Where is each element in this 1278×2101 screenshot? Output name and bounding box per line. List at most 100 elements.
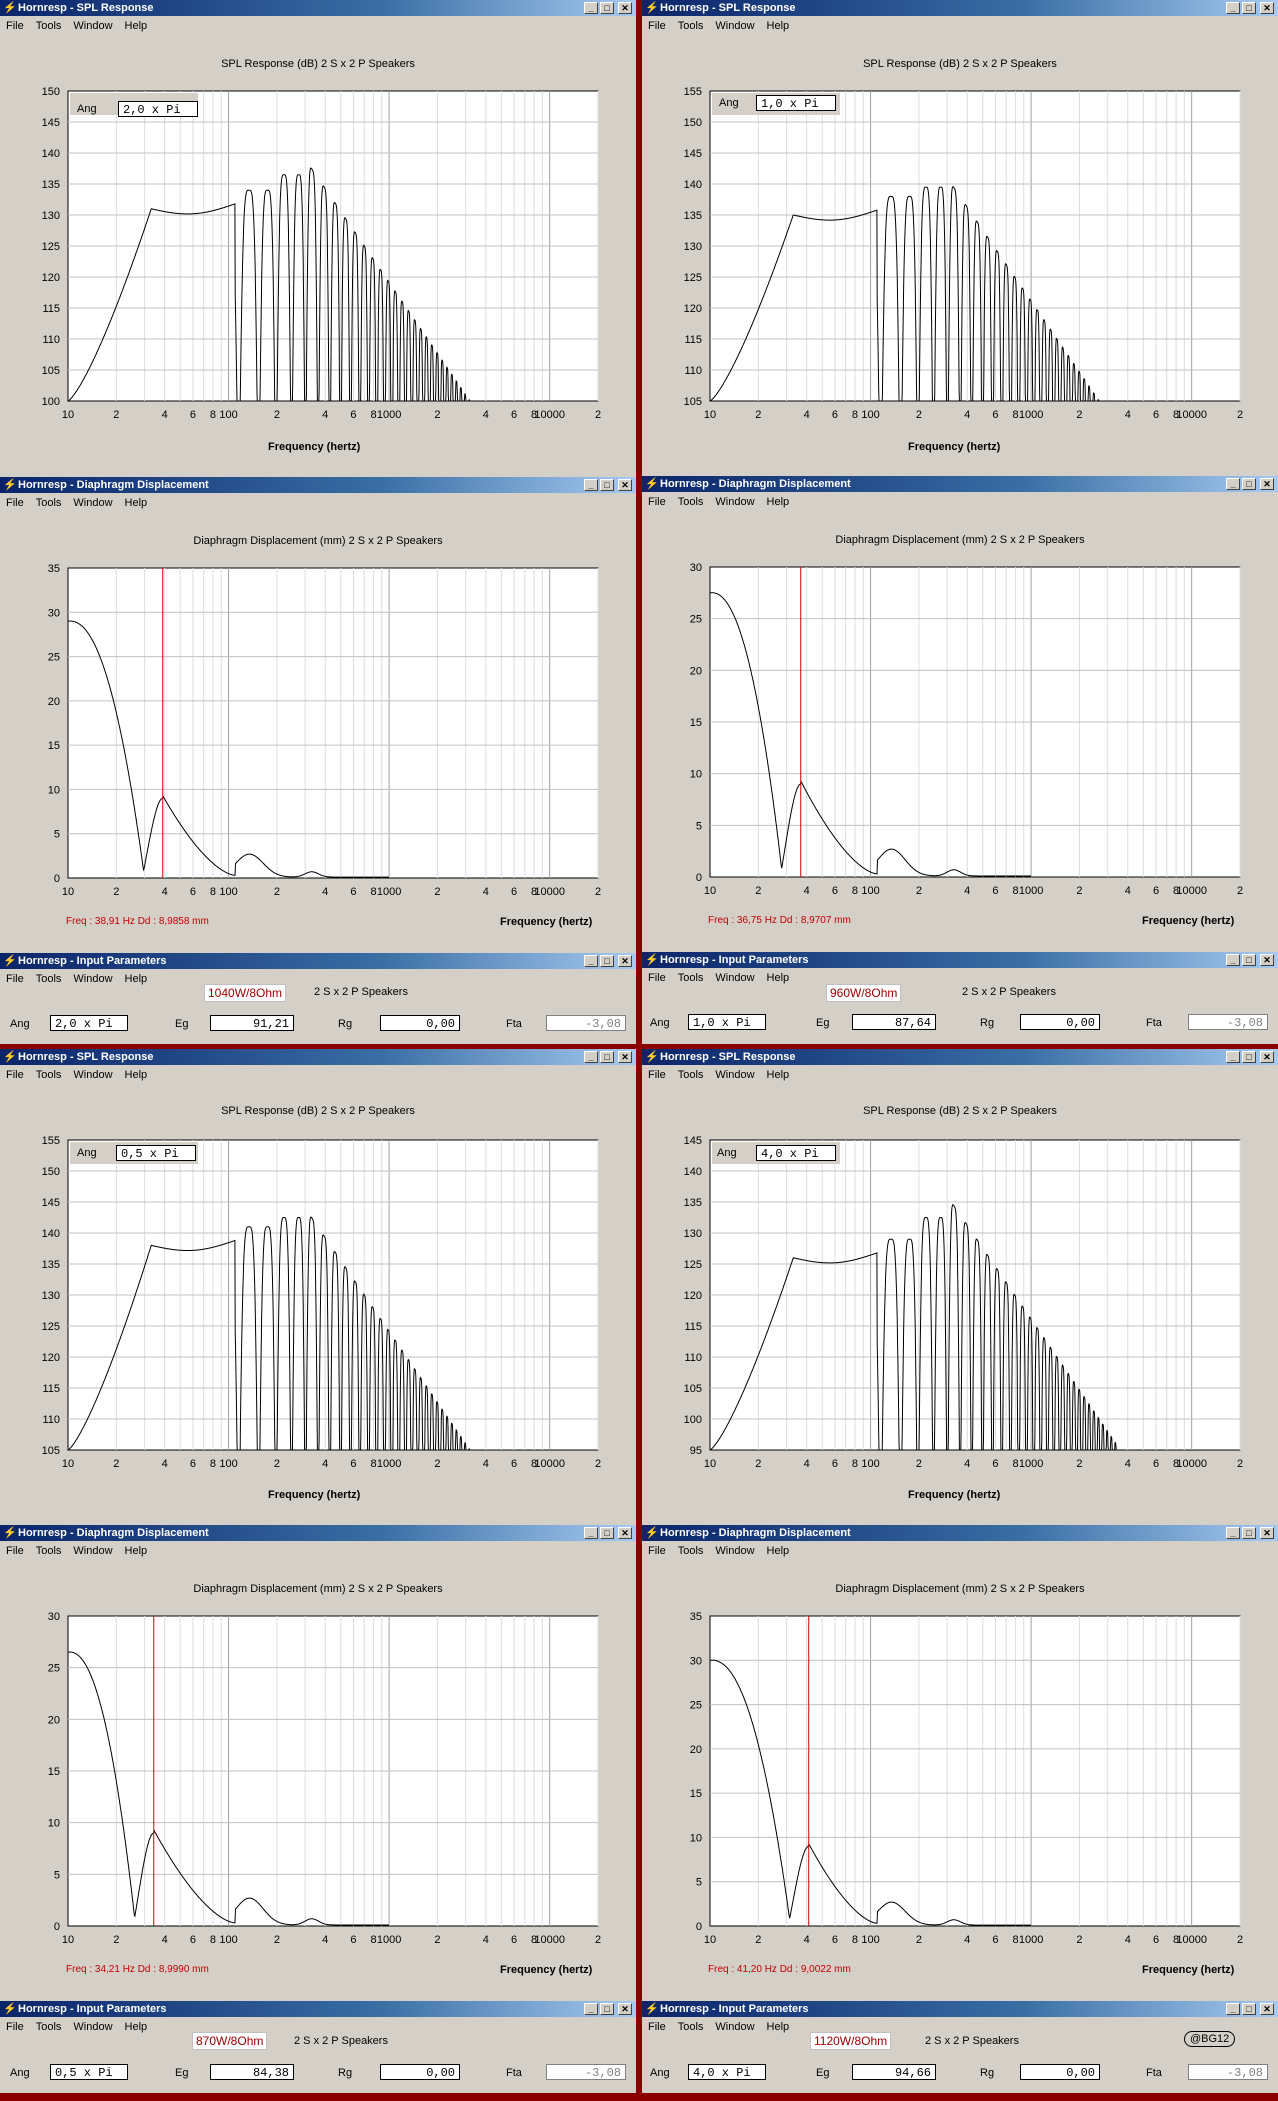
- ang-field[interactable]: 4,0 x Pi: [688, 2064, 766, 2080]
- spl-titlebar[interactable]: ⚡ Hornresp - SPL Response _ □ ✕: [0, 0, 636, 16]
- minimize-icon[interactable]: _: [584, 1527, 598, 1539]
- ang-field[interactable]: 1,0 x Pi: [688, 1014, 766, 1030]
- menu-file[interactable]: File: [648, 496, 666, 508]
- menu-tools[interactable]: Tools: [677, 496, 704, 508]
- spl-titlebar[interactable]: ⚡ Hornresp - SPL Response _ □ ✕: [0, 1049, 636, 1065]
- input-titlebar[interactable]: ⚡ Hornresp - Input Parameters _ □ ✕: [642, 952, 1278, 968]
- maximize-icon[interactable]: □: [1242, 1527, 1256, 1539]
- close-icon[interactable]: ✕: [1260, 1527, 1274, 1539]
- eg-field[interactable]: 91,21: [210, 1015, 294, 1031]
- maximize-icon[interactable]: □: [600, 1051, 614, 1063]
- menu-help[interactable]: Help: [124, 1069, 148, 1081]
- menu-window[interactable]: Window: [73, 1545, 113, 1557]
- menu-file[interactable]: File: [6, 20, 24, 32]
- menu-window[interactable]: Window: [73, 20, 113, 32]
- menu-tools[interactable]: Tools: [35, 1545, 62, 1557]
- menu-tools[interactable]: Tools: [677, 1545, 704, 1557]
- minimize-icon[interactable]: _: [584, 2, 598, 14]
- close-icon[interactable]: ✕: [618, 2, 632, 14]
- minimize-icon[interactable]: _: [1226, 1051, 1240, 1063]
- close-icon[interactable]: ✕: [1260, 2003, 1274, 2015]
- eg-field[interactable]: 87,64: [852, 1014, 936, 1030]
- menu-help[interactable]: Help: [124, 973, 148, 985]
- menu-file[interactable]: File: [648, 20, 666, 32]
- menu-file[interactable]: File: [6, 2021, 24, 2033]
- menu-file[interactable]: File: [648, 972, 666, 984]
- menu-window[interactable]: Window: [715, 2021, 755, 2033]
- menu-window[interactable]: Window: [715, 20, 755, 32]
- input-titlebar[interactable]: ⚡ Hornresp - Input Parameters _ □ ✕: [642, 2001, 1278, 2017]
- close-icon[interactable]: ✕: [1260, 2, 1274, 14]
- maximize-icon[interactable]: □: [600, 479, 614, 491]
- ang-field[interactable]: 0,5 x Pi: [50, 2064, 128, 2080]
- minimize-icon[interactable]: _: [584, 955, 598, 967]
- menu-help[interactable]: Help: [766, 972, 790, 984]
- close-icon[interactable]: ✕: [618, 1527, 632, 1539]
- menu-help[interactable]: Help: [766, 1545, 790, 1557]
- minimize-icon[interactable]: _: [584, 1051, 598, 1063]
- menu-window[interactable]: Window: [73, 2021, 113, 2033]
- menu-help[interactable]: Help: [124, 1545, 148, 1557]
- menu-help[interactable]: Help: [766, 1069, 790, 1081]
- menu-file[interactable]: File: [6, 1545, 24, 1557]
- menu-tools[interactable]: Tools: [677, 20, 704, 32]
- maximize-icon[interactable]: □: [1242, 2, 1256, 14]
- menu-help[interactable]: Help: [124, 2021, 148, 2033]
- displacement-titlebar[interactable]: ⚡ Hornresp - Diaphragm Displacement _ □ ✕: [0, 477, 636, 493]
- menu-help[interactable]: Help: [766, 496, 790, 508]
- menu-window[interactable]: Window: [73, 973, 113, 985]
- ang-field[interactable]: 4,0 x Pi: [756, 1145, 836, 1161]
- minimize-icon[interactable]: _: [1226, 954, 1240, 966]
- close-icon[interactable]: ✕: [618, 1051, 632, 1063]
- menu-file[interactable]: File: [648, 1545, 666, 1557]
- close-icon[interactable]: ✕: [618, 479, 632, 491]
- menu-window[interactable]: Window: [715, 1545, 755, 1557]
- menu-tools[interactable]: Tools: [35, 973, 62, 985]
- minimize-icon[interactable]: _: [1226, 1527, 1240, 1539]
- menu-help[interactable]: Help: [124, 20, 148, 32]
- menu-window[interactable]: Window: [73, 497, 113, 509]
- menu-tools[interactable]: Tools: [677, 2021, 704, 2033]
- maximize-icon[interactable]: □: [1242, 1051, 1256, 1063]
- minimize-icon[interactable]: _: [584, 479, 598, 491]
- maximize-icon[interactable]: □: [600, 1527, 614, 1539]
- minimize-icon[interactable]: _: [1226, 2003, 1240, 2015]
- menu-window[interactable]: Window: [715, 972, 755, 984]
- maximize-icon[interactable]: □: [600, 955, 614, 967]
- minimize-icon[interactable]: _: [1226, 2, 1240, 14]
- close-icon[interactable]: ✕: [1260, 478, 1274, 490]
- spl-titlebar[interactable]: ⚡ Hornresp - SPL Response _ □ ✕: [642, 0, 1278, 16]
- rg-field[interactable]: 0,00: [380, 2064, 460, 2080]
- rg-field[interactable]: 0,00: [1020, 1014, 1100, 1030]
- menu-tools[interactable]: Tools: [677, 972, 704, 984]
- maximize-icon[interactable]: □: [1242, 478, 1256, 490]
- eg-field[interactable]: 84,38: [210, 2064, 294, 2080]
- menu-file[interactable]: File: [6, 1069, 24, 1081]
- close-icon[interactable]: ✕: [1260, 1051, 1274, 1063]
- eg-field[interactable]: 94,66: [852, 2064, 936, 2080]
- displacement-titlebar[interactable]: ⚡ Hornresp - Diaphragm Displacement _ □ ✕: [0, 1525, 636, 1541]
- ang-field[interactable]: 1,0 x Pi: [756, 95, 836, 111]
- ang-field[interactable]: 0,5 x Pi: [116, 1145, 196, 1161]
- close-icon[interactable]: ✕: [618, 2003, 632, 2015]
- menu-window[interactable]: Window: [73, 1069, 113, 1081]
- ang-field[interactable]: 2,0 x Pi: [118, 101, 198, 117]
- menu-tools[interactable]: Tools: [35, 20, 62, 32]
- menu-tools[interactable]: Tools: [677, 1069, 704, 1081]
- menu-window[interactable]: Window: [715, 496, 755, 508]
- rg-field[interactable]: 0,00: [1020, 2064, 1100, 2080]
- close-icon[interactable]: ✕: [618, 955, 632, 967]
- menu-tools[interactable]: Tools: [35, 497, 62, 509]
- rg-field[interactable]: 0,00: [380, 1015, 460, 1031]
- menu-tools[interactable]: Tools: [35, 2021, 62, 2033]
- minimize-icon[interactable]: _: [584, 2003, 598, 2015]
- minimize-icon[interactable]: _: [1226, 478, 1240, 490]
- menu-window[interactable]: Window: [715, 1069, 755, 1081]
- menu-help[interactable]: Help: [124, 497, 148, 509]
- spl-titlebar[interactable]: ⚡ Hornresp - SPL Response _ □ ✕: [642, 1049, 1278, 1065]
- input-titlebar[interactable]: ⚡ Hornresp - Input Parameters _ □ ✕: [0, 2001, 636, 2017]
- maximize-icon[interactable]: □: [1242, 2003, 1256, 2015]
- menu-tools[interactable]: Tools: [35, 1069, 62, 1081]
- maximize-icon[interactable]: □: [600, 2, 614, 14]
- menu-help[interactable]: Help: [766, 20, 790, 32]
